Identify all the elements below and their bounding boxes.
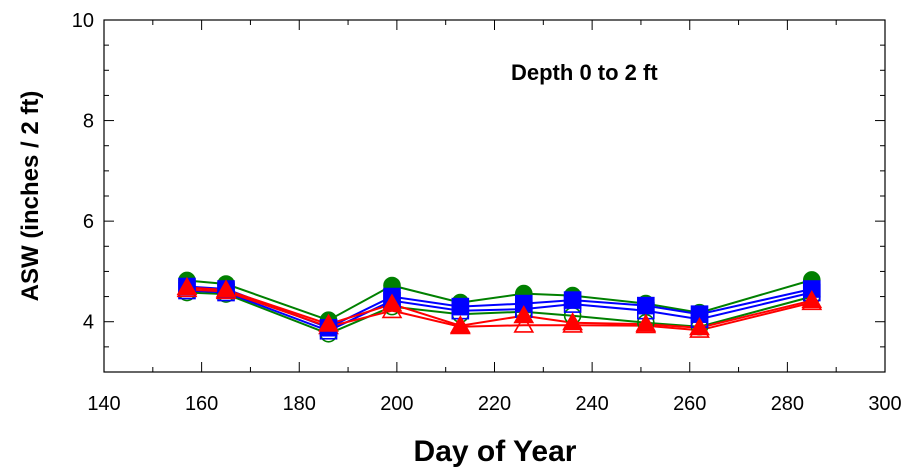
data-point-5: [562, 312, 583, 331]
x-tick-label: 140: [87, 393, 120, 415]
y-tick-label: 4: [83, 312, 94, 334]
data-point-3: [637, 296, 655, 315]
series-layer: [176, 271, 823, 343]
x-tick-label: 200: [380, 393, 413, 415]
data-point-5: [513, 305, 535, 324]
data-point-5: [381, 293, 403, 312]
depth-annotation: Depth 0 to 2 ft: [511, 60, 658, 85]
data-point-5: [801, 289, 823, 309]
data-point-6: [513, 314, 535, 333]
x-tick-label: 300: [868, 393, 901, 415]
x-tick-label: 160: [185, 393, 218, 415]
series-line-5: [186, 286, 813, 329]
y-tick-label: 10: [72, 10, 94, 32]
data-point-5: [176, 276, 198, 296]
x-axis-title: Day of Year: [414, 435, 577, 468]
x-tick-label: 260: [673, 393, 706, 415]
data-point-3: [451, 297, 470, 316]
x-tick-label: 180: [283, 393, 316, 415]
data-point-5: [215, 279, 237, 298]
x-tick-label: 220: [478, 393, 511, 415]
data-point-3: [563, 291, 582, 309]
x-tick-label: 240: [575, 393, 608, 415]
series-line-1: [186, 279, 813, 322]
data-point-5: [689, 317, 710, 336]
axes: 140 160 180 200 220 240 260 280 300 4 6 8 10: [72, 10, 902, 415]
series-line-6: [186, 288, 813, 332]
series-line-4: [186, 289, 813, 332]
data-point-5: [449, 315, 471, 334]
y-tick-label: 6: [83, 211, 94, 233]
plot-frame: [103, 19, 886, 373]
series-line-2: [186, 291, 813, 335]
y-tick-label: 8: [83, 111, 94, 133]
data-point-5: [635, 313, 657, 332]
data-point-5: [318, 313, 339, 332]
x-tick-label: 280: [771, 393, 804, 415]
y-axis-title: ASW (inches / 2 ft): [17, 91, 44, 302]
